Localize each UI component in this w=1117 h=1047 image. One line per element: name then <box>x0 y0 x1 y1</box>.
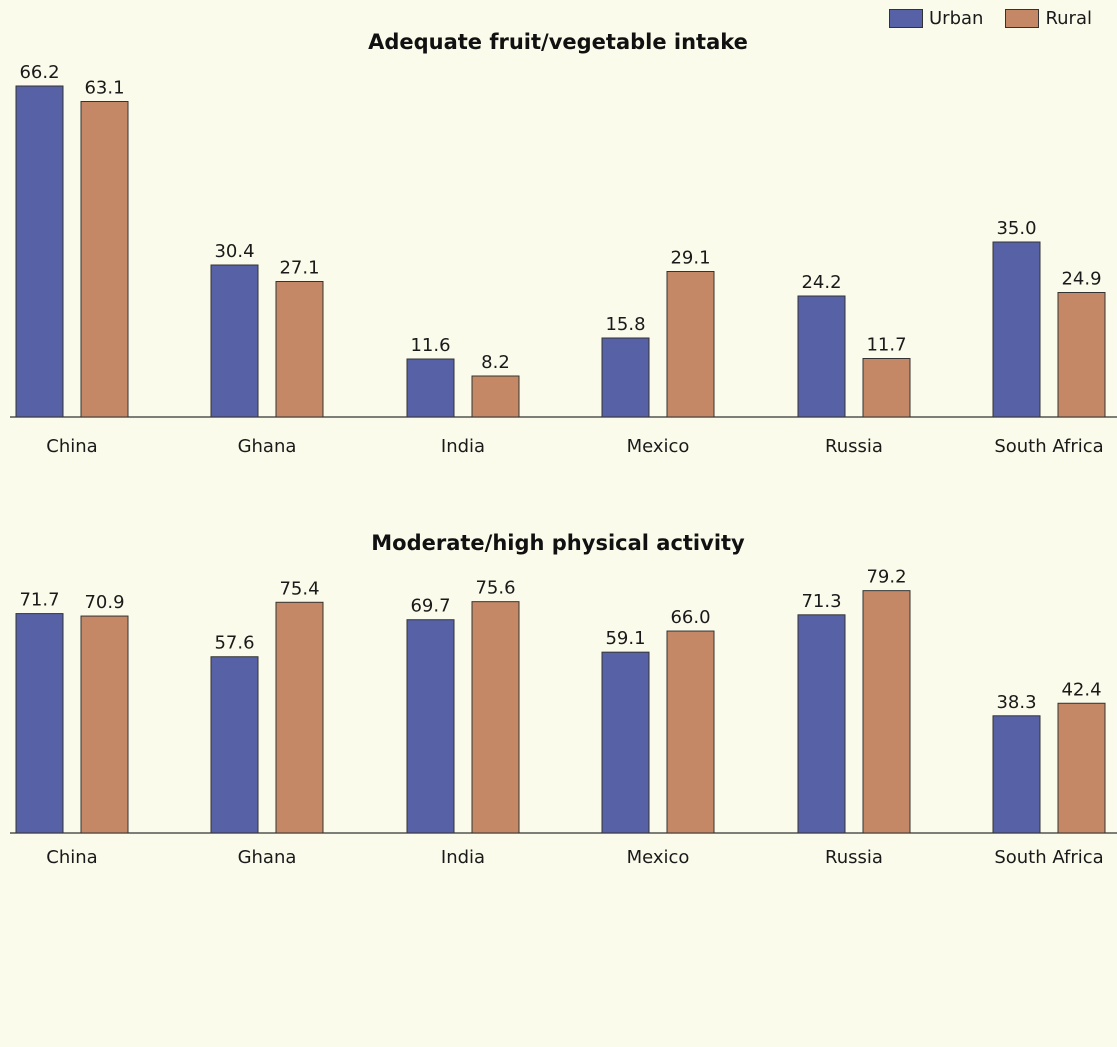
data-label: 70.9 <box>84 592 124 613</box>
chart-fruit-veg: Adequate fruit/vegetable intake 66.2 63.1 C… <box>10 30 1117 457</box>
data-label: 71.7 <box>19 590 59 611</box>
bar-rural-india <box>471 375 520 418</box>
chart-title: Moderate/high physical activity <box>371 531 745 555</box>
data-label: 8.2 <box>481 352 510 373</box>
x-tick-label: Mexico <box>627 847 690 868</box>
data-label: 59.1 <box>605 628 645 649</box>
x-tick-label: South Africa <box>994 436 1103 457</box>
bar-rural-south-africa <box>1057 292 1106 418</box>
data-label: 24.2 <box>801 272 841 293</box>
x-tick-label: Ghana <box>238 847 297 868</box>
data-label: 38.3 <box>996 692 1036 713</box>
data-label: 24.9 <box>1061 269 1101 290</box>
bar-rural-russia <box>862 590 911 834</box>
x-tick-label: South Africa <box>994 847 1103 868</box>
legend-label-urban: Urban <box>929 8 984 29</box>
x-tick-label: Russia <box>825 436 883 457</box>
bar-rural-china <box>80 615 129 834</box>
bar-rural-china <box>80 101 129 418</box>
bar-urban-south-africa <box>992 241 1041 418</box>
data-label: 75.4 <box>279 578 319 599</box>
data-label: 66.0 <box>670 607 710 628</box>
bar-urban-ghana <box>210 264 259 418</box>
data-label: 71.3 <box>801 591 841 612</box>
bar-rural-india <box>471 601 520 834</box>
chart-title: Adequate fruit/vegetable intake <box>368 30 748 54</box>
data-label: 57.6 <box>214 633 254 654</box>
data-label: 15.8 <box>605 314 645 335</box>
bar-urban-mexico <box>601 651 650 834</box>
data-label: 11.7 <box>866 335 906 356</box>
bar-urban-south-africa <box>992 715 1041 834</box>
legend-item-urban: Urban <box>889 8 983 29</box>
bar-rural-ghana <box>275 601 324 834</box>
bar-urban-ghana <box>210 656 259 834</box>
bar-rural-mexico <box>666 271 715 418</box>
bar-urban-india <box>406 619 455 834</box>
legend-item-rural: Rural <box>1005 8 1092 29</box>
legend: Urban Rural <box>889 8 1092 29</box>
bar-rural-mexico <box>666 630 715 834</box>
x-tick-label: China <box>46 436 97 457</box>
x-tick-label: India <box>441 436 485 457</box>
data-label: 63.1 <box>84 78 124 99</box>
data-label: 30.4 <box>214 241 254 262</box>
legend-label-rural: Rural <box>1045 8 1092 29</box>
bar-urban-russia <box>797 295 846 418</box>
data-label: 29.1 <box>670 248 710 269</box>
data-label: 66.2 <box>19 62 59 83</box>
data-label: 79.2 <box>866 567 906 588</box>
x-tick-label: India <box>441 847 485 868</box>
legend-swatch-urban <box>889 9 923 28</box>
x-tick-label: China <box>46 847 97 868</box>
data-label: 75.6 <box>475 578 515 599</box>
bar-urban-mexico <box>601 337 650 418</box>
bar-rural-south-africa <box>1057 702 1106 834</box>
x-tick-label: Russia <box>825 847 883 868</box>
data-label: 69.7 <box>410 596 450 617</box>
bar-rural-ghana <box>275 281 324 418</box>
bar-urban-china <box>15 85 64 418</box>
data-label: 27.1 <box>279 258 319 279</box>
bar-rural-russia <box>862 358 911 418</box>
x-tick-label: Ghana <box>238 436 297 457</box>
x-tick-label: Mexico <box>627 436 690 457</box>
data-label: 11.6 <box>410 335 450 356</box>
data-label: 42.4 <box>1061 679 1101 700</box>
data-label: 35.0 <box>996 218 1036 239</box>
bar-urban-china <box>15 613 64 834</box>
bar-urban-russia <box>797 614 846 834</box>
chart-physical-activity: Moderate/high physical activity 71.7 70.9 C… <box>10 531 1117 868</box>
legend-swatch-rural <box>1005 9 1040 28</box>
bar-urban-india <box>406 358 455 418</box>
